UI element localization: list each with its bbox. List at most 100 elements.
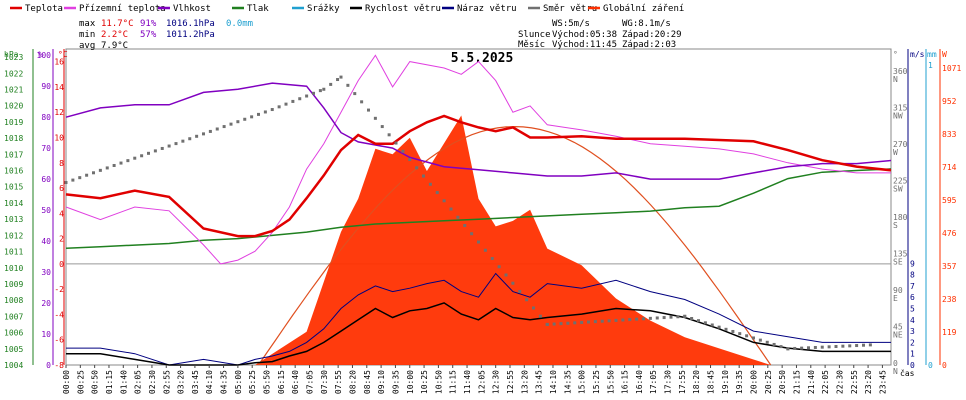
x-tick-label: 05:50	[263, 370, 272, 394]
wind-direction-point	[635, 317, 639, 321]
wind-direction-point	[841, 344, 845, 348]
x-tick-label: 05:00	[234, 370, 243, 394]
axis-c-unit: °C	[58, 50, 68, 59]
hpa-tick: 1005	[4, 345, 23, 354]
wind-direction-point	[415, 166, 419, 170]
deg-tick: 90	[893, 286, 903, 295]
wind-direction-point	[580, 320, 584, 324]
c-tick: 8	[59, 159, 64, 168]
wind-direction-point	[765, 340, 769, 344]
wind-direction-point	[318, 89, 322, 93]
wind-direction-point	[222, 125, 226, 129]
x-tick-label: 00:50	[91, 370, 100, 394]
wind-direction-point	[428, 182, 432, 186]
ms-tick: 9	[910, 259, 915, 268]
wind-direction-point	[336, 78, 340, 82]
hpa-tick: 1019	[4, 118, 23, 127]
x-axis-unit: čas	[900, 368, 915, 378]
wind-direction-point	[745, 334, 749, 338]
w-tick: 714	[942, 163, 957, 172]
legend-label: Teplota	[25, 4, 63, 14]
ms-tick: 6	[910, 293, 915, 302]
wind-direction-point	[435, 191, 439, 195]
c-tick: 0	[59, 260, 64, 269]
x-tick-label: 15:25	[592, 370, 601, 394]
wind-direction-point	[353, 92, 357, 96]
x-tick-label: 12:55	[506, 370, 515, 394]
wind-direction-point	[208, 129, 212, 133]
wind-direction-point	[587, 320, 590, 324]
c-tick: 10	[54, 133, 64, 142]
x-tick-label: 22:55	[850, 370, 859, 394]
hpa-tick: 1011	[4, 248, 23, 257]
wind-direction-point	[442, 199, 446, 203]
series-clear-sky-radiation	[258, 125, 772, 366]
wind-direction-point	[105, 166, 109, 170]
wind-direction-point	[346, 83, 350, 87]
wind-direction-point	[834, 345, 838, 349]
x-tick-label: 03:45	[191, 370, 200, 394]
wind-direction-point	[380, 125, 384, 129]
dir-tick: S	[893, 221, 898, 230]
legend-label: Srážky	[307, 4, 340, 14]
wind-direction-point	[807, 346, 810, 350]
deg-tick: 135	[893, 250, 908, 259]
x-tick-label: 01:40	[119, 370, 128, 394]
wind-direction-point	[312, 91, 315, 95]
wind-direction-point	[738, 332, 742, 336]
wind-direction-point	[277, 105, 281, 109]
wind-direction-point	[862, 343, 865, 347]
wind-direction-point	[690, 317, 694, 321]
hpa-tick: 1023	[4, 53, 23, 62]
pct-tick: 30	[41, 268, 51, 277]
x-tick-label: 12:30	[492, 370, 501, 394]
hpa-tick: 1012	[4, 231, 23, 240]
x-tick-label: 21:15	[792, 370, 801, 394]
hpa-tick: 1010	[4, 264, 23, 273]
wind-direction-point	[215, 127, 219, 131]
wind-direction-point	[270, 108, 274, 112]
wind-direction-point	[119, 161, 123, 165]
ms-tick: 2	[910, 338, 915, 347]
c-tick: 6	[59, 184, 64, 193]
wind-direction-point	[868, 343, 872, 347]
x-tick-label: 13:20	[520, 370, 529, 394]
wind-direction-point	[559, 322, 563, 326]
x-tick-label: 11:40	[463, 370, 472, 394]
wind-direction-point	[250, 115, 254, 119]
x-tick-label: 03:20	[177, 370, 186, 394]
wind-direction-point	[566, 321, 570, 325]
mm-tick: 1	[928, 61, 933, 70]
series-wind-speed	[66, 302, 891, 366]
axis-mm-unit: mm	[927, 50, 937, 59]
stat-max-label: max	[79, 19, 96, 29]
x-tick-label: 17:30	[664, 370, 673, 394]
wind-direction-point	[593, 320, 597, 324]
x-tick-label: 00:00	[62, 370, 71, 394]
w-tick: 476	[942, 229, 957, 238]
wind-direction-point	[456, 215, 460, 219]
axis-deg-unit: °	[893, 50, 898, 59]
deg-tick: 45	[893, 323, 903, 332]
hpa-tick: 1004	[4, 361, 23, 370]
x-tick-label: 08:45	[363, 370, 372, 394]
wind-direction-point	[703, 321, 707, 325]
w-tick: 119	[942, 328, 957, 337]
wind-direction-point	[648, 316, 652, 320]
x-tick-label: 17:55	[678, 370, 687, 394]
deg-tick: 360	[893, 67, 908, 76]
x-tick-label: 02:55	[162, 370, 171, 394]
axis-w-unit: W	[942, 50, 947, 59]
wind-direction-point	[662, 316, 666, 320]
x-tick-label: 07:30	[320, 370, 329, 394]
wind-direction-point	[160, 146, 164, 150]
wind-direction-point	[800, 346, 804, 350]
hpa-tick: 1021	[4, 86, 23, 95]
dir-tick: NE	[893, 331, 903, 340]
wind-gust-max: WG:8.1m/s	[622, 19, 671, 29]
x-tick-label: 07:55	[334, 370, 343, 394]
hpa-tick: 1008	[4, 296, 23, 305]
wind-direction-point	[552, 322, 556, 326]
wind-direction-point	[387, 133, 391, 137]
